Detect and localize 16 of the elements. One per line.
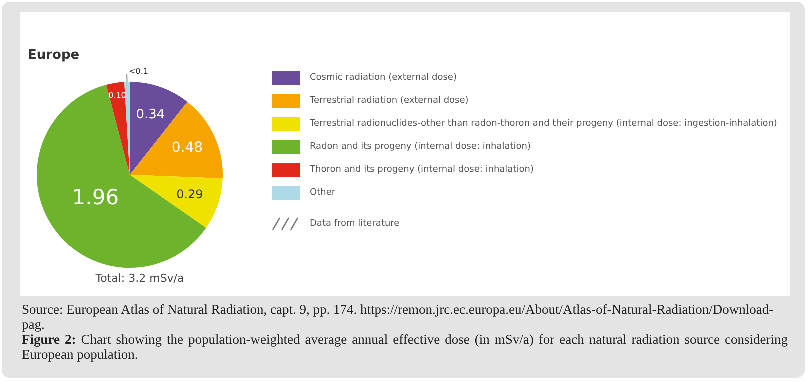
chart-title: Europe [28, 48, 80, 63]
legend-label: Terrestrial radionuclides-other than radon-thoron and their progeny (internal dose: ingestion-inhalation) [310, 118, 778, 128]
data-label: 0.29 [176, 187, 204, 202]
text: Data from literature [310, 218, 400, 228]
caption: Figure 2: Chart showing the population-weighted average annual effective dose (in mSv/a) for each natural radiation source considering European population. [22, 332, 788, 362]
legend-label: Other [310, 188, 336, 198]
text: Total: 3.2 mSv/a [94, 272, 186, 285]
data-label: 0.34 [136, 108, 166, 123]
source-note: Source: European Atlas of Natural Radiation, capt. 9, pp. 174. https://remon.jrc.ec.europa.eu/About/Atlas-of-Natural-Radiation/Download-pag. [22, 302, 775, 332]
legend-label: Cosmic radiation (external dose) [310, 72, 457, 82]
legend-label: Radon and its progeny (internal dose: inhalation) [310, 142, 532, 152]
legend-label: Thoron and its progeny (internal dose: inhalation) [310, 164, 534, 174]
data-label: 1.96 [72, 185, 120, 210]
data-label: <0.1 [129, 67, 148, 76]
data-label: 0.48 [172, 140, 204, 156]
legend-label: Terrestrial radiation (external dose) [310, 96, 469, 106]
